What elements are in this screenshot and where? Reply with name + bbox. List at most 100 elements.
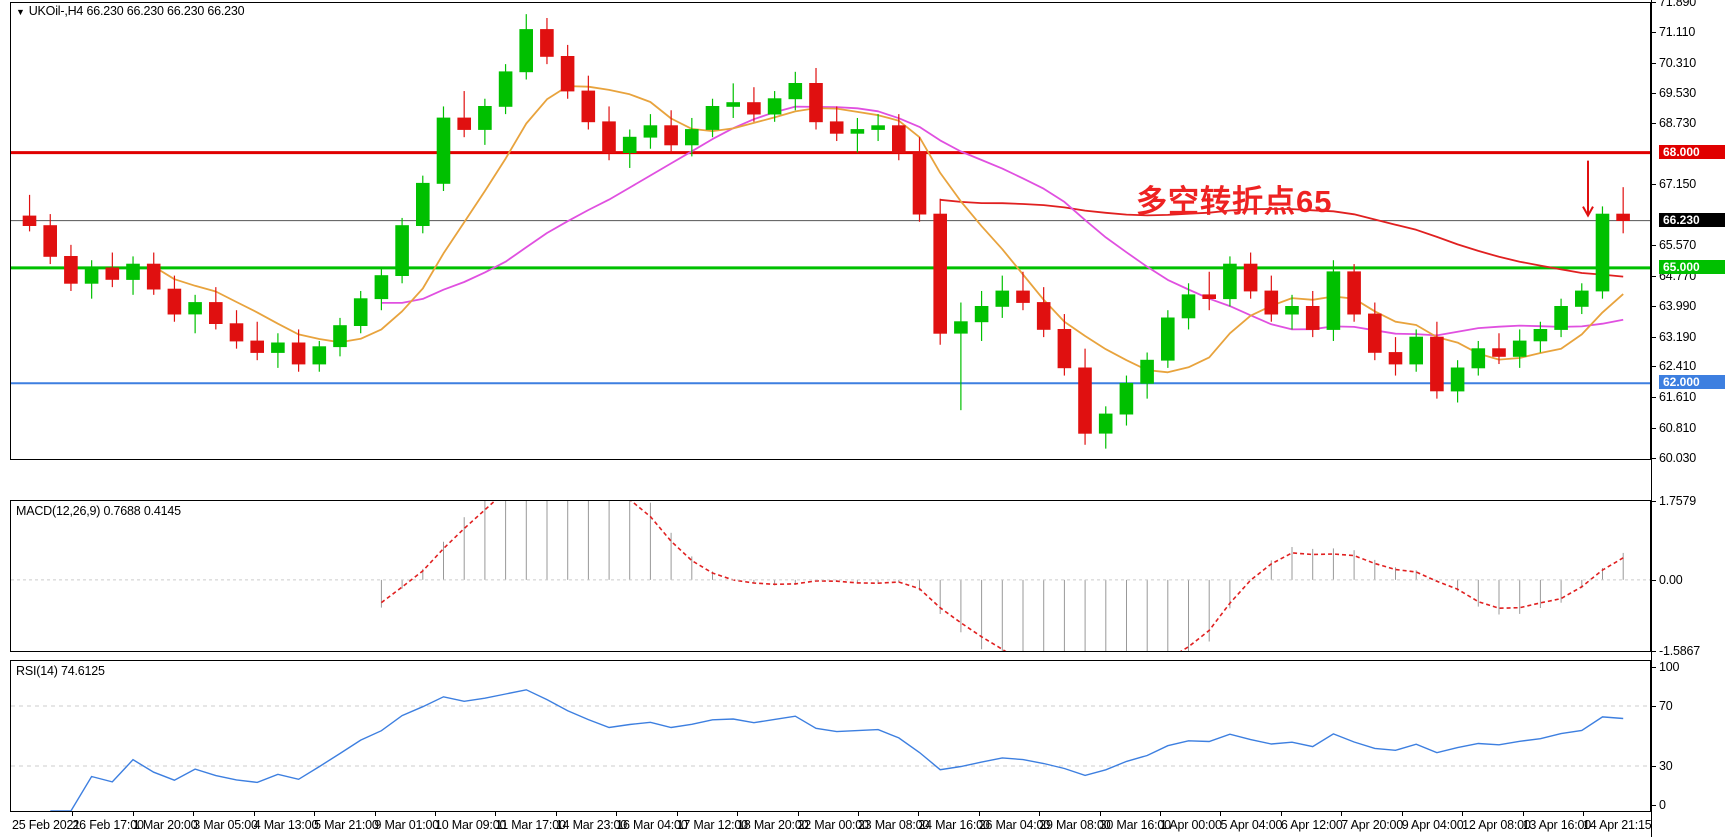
macd-panel[interactable] [10, 500, 1651, 652]
rsi-canvas[interactable] [11, 661, 1650, 811]
price-axis-tick [1651, 366, 1656, 368]
time-axis-tick [918, 811, 920, 816]
time-axis-label: 7 Apr 20:00 [1341, 818, 1404, 832]
time-axis-label: 10 Mar 09:00 [434, 818, 507, 832]
candle-body [1616, 213, 1630, 222]
rsi-panel[interactable] [10, 660, 1651, 812]
time-axis-tick [1522, 811, 1524, 816]
candle-body [457, 117, 471, 130]
price-axis-tick-label: 62.410 [1659, 359, 1697, 374]
time-axis-tick [1280, 811, 1282, 816]
candle-body [208, 302, 223, 325]
price-axis[interactable]: 71.890 71.110 70.310 69.530 68.730 67.150 65.5… [1651, 0, 1725, 837]
candle-body [126, 263, 140, 280]
time-axis-label: 1 Mar 20:00 [132, 818, 198, 832]
time-axis-label: 5 Apr 04:00 [1220, 818, 1283, 832]
moving-average-line [940, 198, 1624, 278]
price-axis-tick-label: 71.890 [1659, 0, 1697, 9]
time-axis-label: 14 Apr 21:15 [1583, 818, 1652, 832]
candle-body [188, 302, 202, 315]
price-chart-panel[interactable] [10, 2, 1651, 460]
macd-canvas[interactable] [11, 501, 1650, 651]
time-axis-tick [374, 811, 376, 816]
time-axis-label: 25 Feb 2021 [12, 818, 80, 832]
time-axis-label: 18 Mar 20:00 [737, 818, 809, 832]
price-axis-tick-label: 61.610 [1659, 390, 1697, 405]
time-axis-label: 6 Apr 12:00 [1280, 818, 1343, 832]
candle-body [1202, 294, 1217, 299]
candle-body [1409, 336, 1424, 365]
time-axis-label: 26 Mar 04:00 [978, 818, 1051, 832]
time-axis-label: 22 Mar 00:00 [797, 818, 869, 832]
candle-body [1471, 348, 1486, 369]
price-axis-tick-label: 70.310 [1659, 55, 1697, 70]
rsi-indicator-label: RSI(14) 74.6125 [16, 664, 105, 678]
candle-body [105, 267, 120, 280]
time-axis-tick [737, 811, 739, 816]
candle-body [1264, 290, 1279, 315]
price-axis-tick [1651, 184, 1656, 186]
candle-body [1575, 290, 1589, 307]
symbol-header-text: UKOil-,H4 66.230 66.230 66.230 66.230 [28, 4, 245, 18]
candle-body [1326, 271, 1341, 330]
candle-body [250, 340, 265, 353]
candle-body [1430, 336, 1444, 392]
candle-body [1285, 305, 1299, 315]
time-axis-tick [616, 811, 618, 816]
price-axis-tick-label: 63.990 [1659, 298, 1697, 313]
macd-axis-tick-label: 0.00 [1659, 572, 1683, 587]
candle-body [498, 71, 513, 107]
macd-axis-tick [1651, 501, 1656, 502]
candle-body [705, 106, 720, 130]
candle-body [1161, 317, 1175, 361]
macd-indicator-label: MACD(12,26,9) 0.7688 0.4145 [16, 504, 181, 518]
rsi-axis-tick-label: 30 [1659, 759, 1673, 773]
time-axis-label: 11 Mar 17:00 [495, 818, 566, 832]
time-axis-tick [555, 811, 557, 816]
chart-annotation-text: 多空转折点65 [1136, 184, 1333, 219]
candle-body [892, 125, 906, 153]
time-axis-tick [857, 811, 859, 816]
time-axis-tick [1220, 811, 1222, 816]
price-tag[interactable]: 62.000 [1659, 375, 1725, 390]
macd-axis-tick [1651, 579, 1656, 581]
price-tag[interactable]: 66.230 [1659, 212, 1725, 227]
time-axis-label: 13 Apr 16:00 [1522, 818, 1592, 832]
candle-body [395, 225, 409, 277]
price-axis-tick-label: 63.190 [1659, 329, 1697, 344]
time-axis-label: 3 Mar 05:00 [193, 818, 258, 832]
candle-body [1181, 294, 1196, 319]
candle-body [581, 90, 596, 123]
candle-body [995, 290, 1010, 307]
rsi-axis-tick-label: 70 [1659, 699, 1673, 713]
candle-body [1016, 290, 1030, 303]
candle-body [871, 125, 885, 130]
candle-body [974, 305, 989, 323]
time-axis-label: 23 Mar 08:00 [857, 818, 930, 832]
time-axis-label: 30 Mar 16:00 [1099, 818, 1171, 832]
price-tag[interactable]: 65.000 [1659, 259, 1725, 274]
candle-body [1554, 305, 1568, 330]
price-axis-tick [1651, 397, 1656, 399]
candle-body [685, 129, 699, 146]
price-axis-tick [1651, 244, 1656, 246]
candle-body [436, 117, 451, 184]
candle-body [374, 275, 389, 300]
time-axis[interactable]: 25 Feb 2021 26 Feb 17:00 1 Mar 20:00 3 Mar … [10, 811, 1652, 837]
price-axis-tick-label: 65.570 [1659, 237, 1697, 252]
candle-body [353, 298, 368, 327]
collapse-icon[interactable]: ▼ [16, 6, 25, 17]
time-axis-tick [434, 811, 436, 816]
price-axis-tick [1651, 275, 1656, 277]
time-axis-label: 4 Mar 13:00 [253, 818, 319, 832]
price-axis-tick-label: 67.150 [1659, 177, 1697, 192]
price-tag[interactable]: 68.000 [1659, 144, 1725, 159]
candle-body [271, 342, 285, 353]
candle-body [850, 129, 865, 134]
moving-average-line [153, 85, 1624, 374]
time-axis-tick [797, 811, 799, 816]
candle-body [1119, 382, 1134, 415]
price-chart-canvas[interactable] [11, 3, 1650, 459]
candle-body [1595, 213, 1610, 292]
